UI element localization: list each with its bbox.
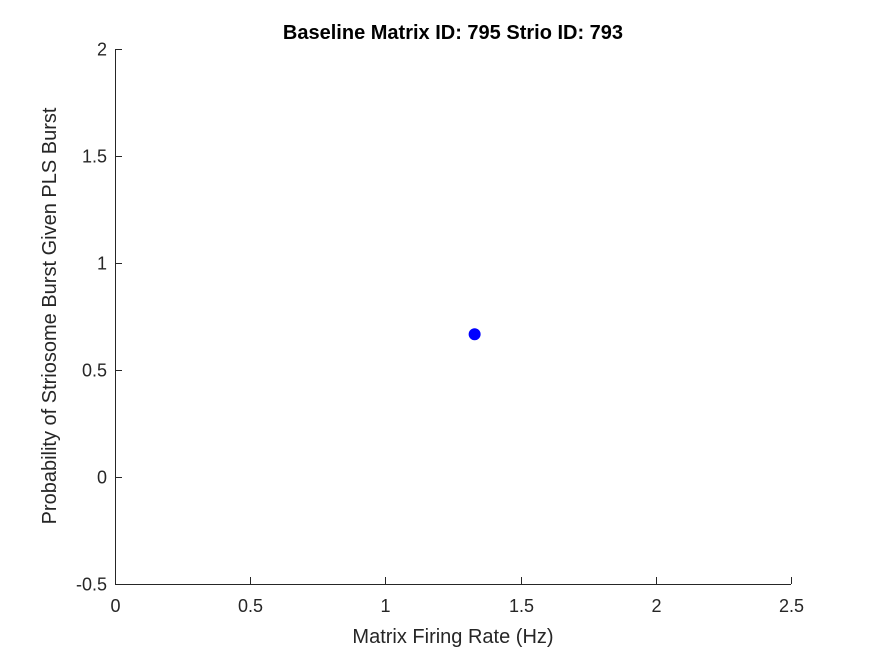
y-tick-label: 1	[97, 254, 107, 274]
data-point	[468, 328, 481, 341]
y-tick-label: 0.5	[82, 361, 107, 381]
y-tick-label: 1.5	[82, 147, 107, 167]
axes-layer: 0 0.5 1 1.5 2 2.5-0.500.511.52	[76, 40, 804, 617]
x-tick-label: 2	[651, 596, 661, 616]
marks-layer	[468, 328, 481, 341]
x-tick-label: 0	[110, 596, 120, 616]
y-tick-label: 0	[97, 468, 107, 488]
x-tick-label: 0.5	[238, 596, 263, 616]
y-tick-label: -0.5	[76, 575, 107, 595]
y-axis-title: Probability of Striosome Burst Given PLS…	[39, 107, 61, 524]
y-tick-label: 2	[97, 40, 107, 60]
x-tick-label: 2.5	[779, 596, 804, 616]
x-axis-title: Matrix Firing Rate (Hz)	[352, 626, 553, 648]
x-tick-label: 1.5	[509, 596, 534, 616]
chart-title: Baseline Matrix ID: 795 Strio ID: 793	[283, 22, 623, 44]
x-tick-label: 1	[380, 596, 390, 616]
